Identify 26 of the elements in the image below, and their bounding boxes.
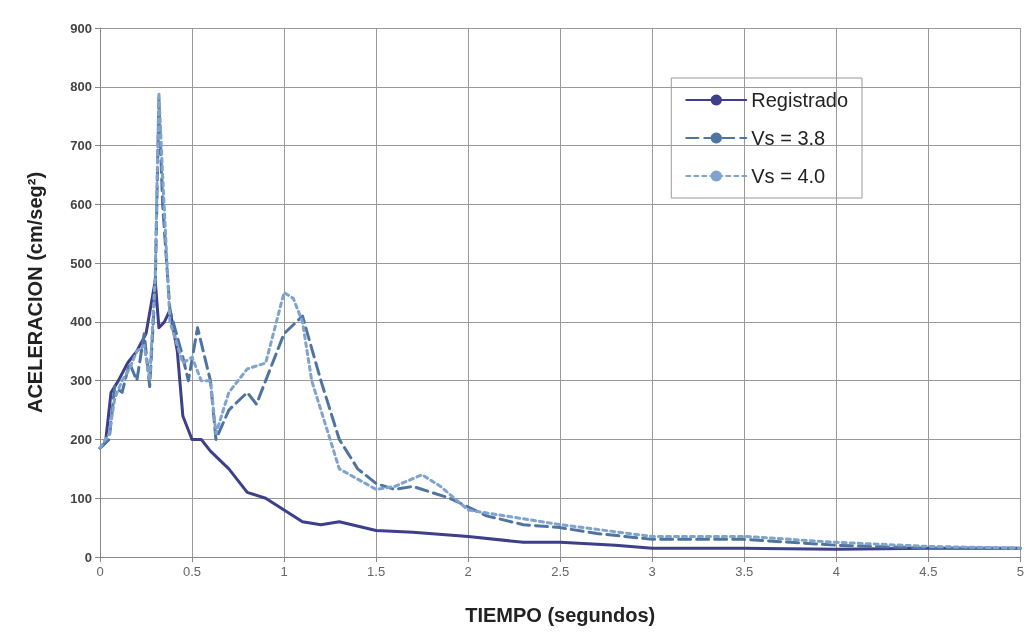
y-tick-label: 700 [70,138,92,154]
y-tick-label: 900 [70,20,92,36]
x-tick-label: 5 [1016,564,1024,579]
x-tick-label: 0 [96,564,104,579]
x-tick-label: 3.5 [735,564,754,579]
y-tick-label: 0 [84,549,92,565]
x-tick-label: 3 [648,564,656,579]
y-tick-label: 100 [70,490,92,506]
x-tick-label: 1.5 [367,564,386,579]
legend-label: Vs = 3.8 [751,127,826,149]
y-tick-label: 200 [70,431,92,447]
y-tick-label: 500 [70,255,92,271]
x-tick-label: 2 [464,564,472,579]
legend-label: Vs = 4.0 [751,165,826,187]
y-tick-label: 800 [70,79,92,95]
y-tick-label: 400 [70,314,92,330]
y-axis-title: ACELERACION (cm/seg²) [24,171,46,414]
y-tick-label: 600 [70,196,92,212]
x-tick-label: 1 [280,564,288,579]
x-tick-label: 0.5 [183,564,202,579]
x-tick-label: 2.5 [551,564,570,579]
legend-label: Registrado [751,89,848,111]
y-tick-label: 300 [70,373,92,389]
x-tick-label: 4.5 [919,564,938,579]
x-axis-title: TIEMPO (segundos) [465,604,656,626]
x-tick-label: 4 [832,564,840,579]
